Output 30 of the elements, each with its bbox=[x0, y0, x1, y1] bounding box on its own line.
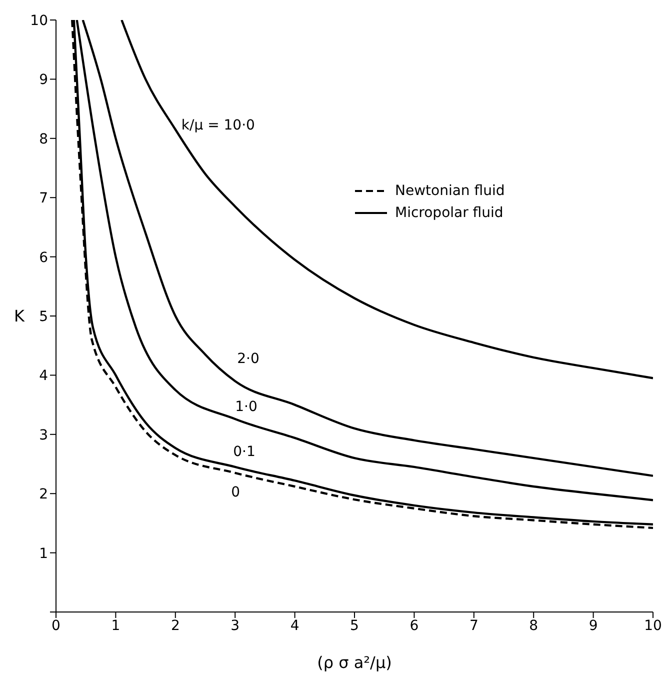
y-tick-label: 5 bbox=[39, 308, 48, 325]
y-tick-label: 8 bbox=[39, 131, 48, 148]
x-tick-label: 1 bbox=[111, 618, 120, 634]
x-tick-label: 2 bbox=[170, 618, 180, 634]
annotation: Newtonian fluid bbox=[395, 183, 505, 199]
y-tick-label: 4 bbox=[39, 368, 48, 384]
x-tick-label: 8 bbox=[529, 618, 538, 634]
y-tick-label: 2 bbox=[39, 486, 48, 503]
x-tick-label: 9 bbox=[588, 618, 598, 634]
x-tick-label: 10 bbox=[644, 618, 662, 634]
x-tick-label: 3 bbox=[230, 618, 240, 634]
series-label: 2·0 bbox=[237, 350, 260, 367]
y-tick-label: 9 bbox=[39, 72, 48, 88]
x-tick-label: 5 bbox=[350, 618, 359, 634]
x-tick-label: 0 bbox=[52, 618, 60, 634]
y-tick-label: 1 bbox=[39, 546, 48, 562]
y-tick-label: 10 bbox=[30, 12, 48, 29]
y-tick-label: 3 bbox=[39, 427, 48, 444]
y-axis-title: K bbox=[14, 306, 25, 326]
x-tick-label: 4 bbox=[290, 618, 300, 634]
series-label: 0·1 bbox=[233, 444, 256, 460]
series-label: 1·0 bbox=[235, 398, 258, 415]
series-label: 0 bbox=[231, 484, 240, 501]
annotation: Micropolar fluid bbox=[395, 205, 504, 221]
x-tick-label: 6 bbox=[410, 618, 419, 634]
x-axis-title: (ρ σ a²/μ) bbox=[317, 653, 392, 672]
y-tick-label: 6 bbox=[39, 250, 48, 266]
series-label: k/μ = 10·0 bbox=[181, 117, 255, 134]
y-tick-label: 7 bbox=[39, 190, 48, 207]
x-tick-label: 7 bbox=[469, 618, 478, 634]
